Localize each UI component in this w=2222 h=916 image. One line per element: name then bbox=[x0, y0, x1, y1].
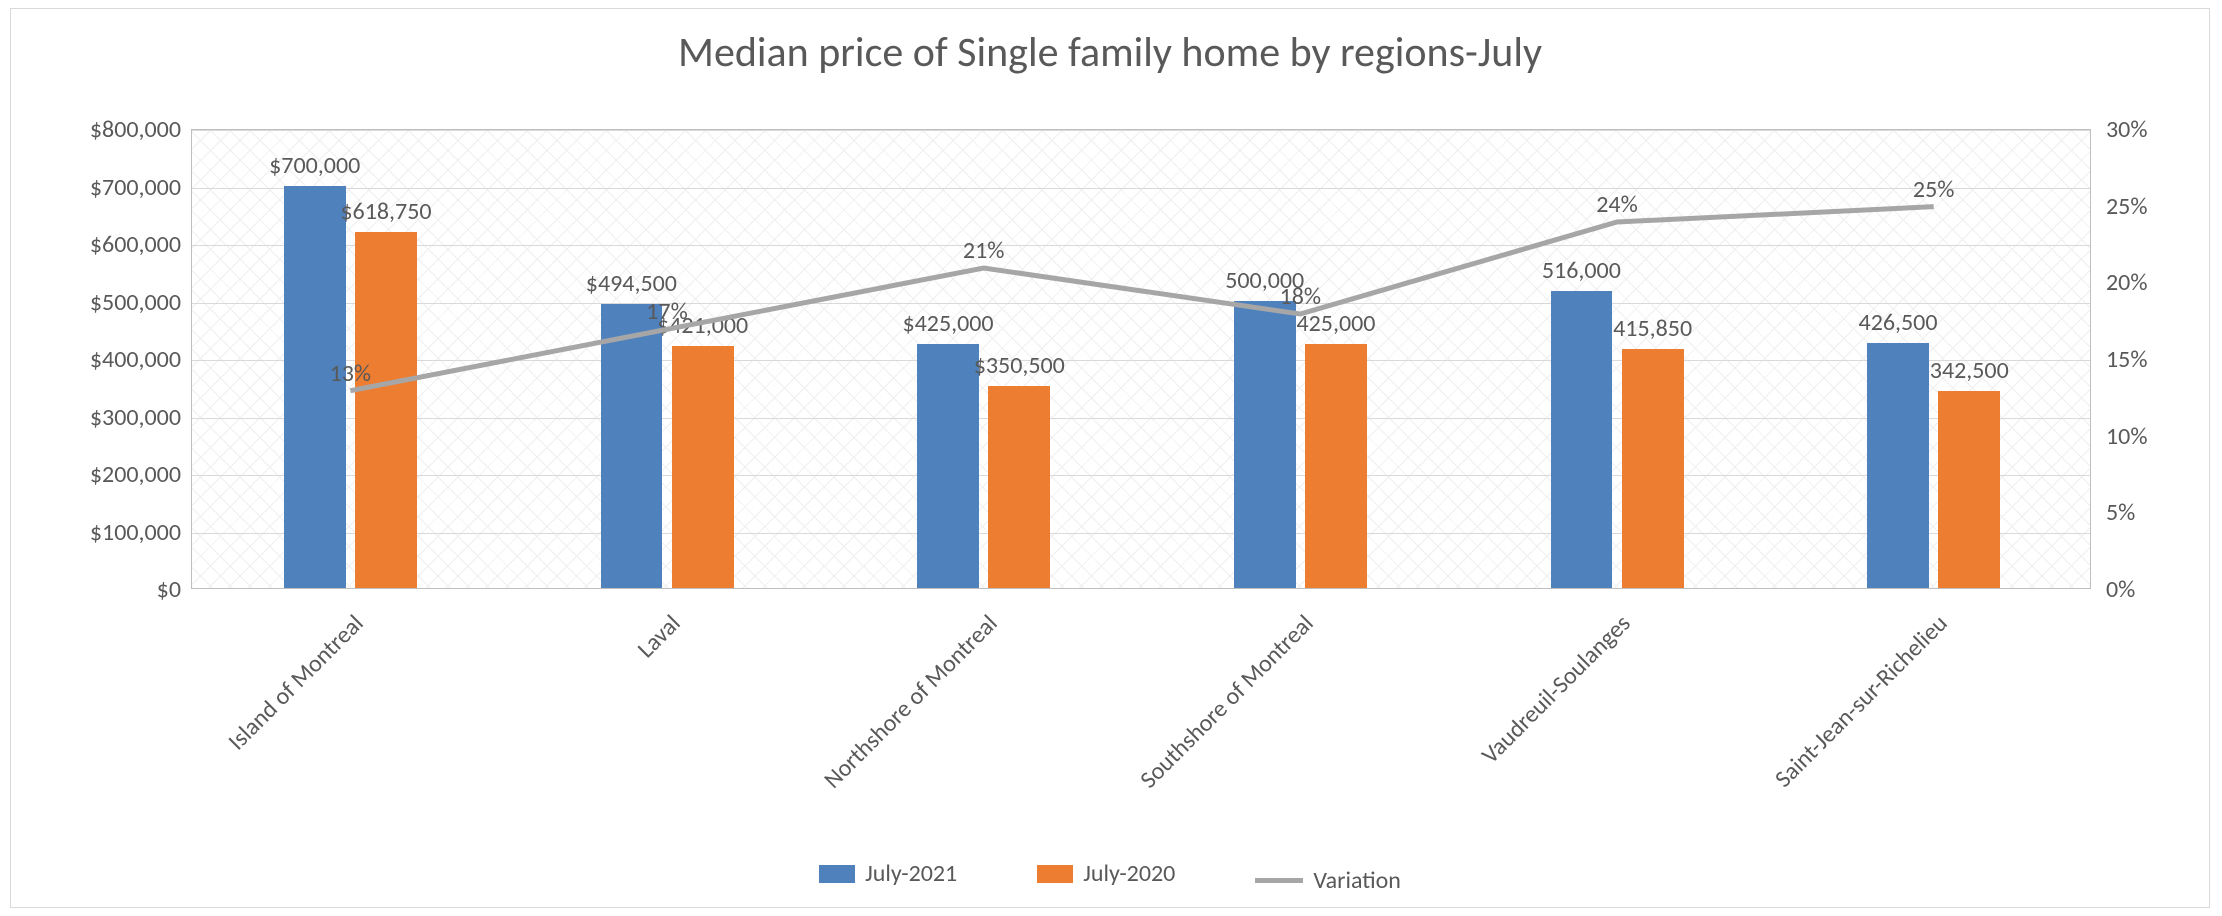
y-right-tick: 15% bbox=[2106, 345, 2147, 374]
variation-label: 25% bbox=[1913, 175, 1954, 204]
y-right-tick: 5% bbox=[2106, 498, 2135, 527]
y-left-tick: $0 bbox=[61, 575, 181, 604]
legend-item: July-2020 bbox=[1037, 859, 1175, 888]
variation-label: 18% bbox=[1280, 282, 1321, 311]
y-left-tick: $800,000 bbox=[61, 115, 181, 144]
variation-label: 24% bbox=[1596, 190, 1637, 219]
y-left-tick: $400,000 bbox=[61, 345, 181, 374]
legend-item: Variation bbox=[1255, 866, 1401, 895]
legend: July-2021 July-2020 Variation bbox=[11, 859, 2209, 895]
y-right-tick: 0% bbox=[2106, 575, 2135, 604]
y-left-tick: $600,000 bbox=[61, 230, 181, 259]
x-category-label: Northshore of Montreal bbox=[785, 609, 1003, 827]
y-left-tick: $500,000 bbox=[61, 288, 181, 317]
legend-label: July-2020 bbox=[1083, 859, 1175, 888]
legend-swatch-line bbox=[1255, 878, 1303, 883]
y-right-tick: 20% bbox=[2106, 268, 2147, 297]
variation-line bbox=[192, 130, 2092, 590]
legend-label: Variation bbox=[1313, 866, 1401, 895]
x-category-label: Southshore of Montreal bbox=[1101, 609, 1319, 827]
y-left-tick: $700,000 bbox=[61, 173, 181, 202]
chart-frame: Median price of Single family home by re… bbox=[10, 8, 2210, 908]
x-category-label: Vaudreuil-Soulanges bbox=[1418, 609, 1636, 827]
variation-label: 21% bbox=[963, 236, 1004, 265]
x-category-label: Saint-Jean-sur-Richelieu bbox=[1735, 609, 1953, 827]
y-left-tick: $100,000 bbox=[61, 518, 181, 547]
y-right-tick: 25% bbox=[2106, 192, 2147, 221]
x-category-label: Laval bbox=[468, 609, 686, 827]
y-left-tick: $300,000 bbox=[61, 403, 181, 432]
x-category-label: Island of Montreal bbox=[151, 609, 369, 827]
y-left-tick: $200,000 bbox=[61, 460, 181, 489]
legend-swatch-rect bbox=[1037, 865, 1073, 883]
chart-title: Median price of Single family home by re… bbox=[11, 27, 2209, 78]
legend-item: July-2021 bbox=[819, 859, 957, 888]
y-right-tick: 10% bbox=[2106, 422, 2147, 451]
legend-swatch-rect bbox=[819, 865, 855, 883]
variation-label: 17% bbox=[646, 297, 687, 326]
legend-label: July-2021 bbox=[865, 859, 957, 888]
plot-area: $700,000$618,750$494,500$421,000$425,000… bbox=[191, 129, 2091, 589]
variation-label: 13% bbox=[330, 359, 371, 388]
y-right-tick: 30% bbox=[2106, 115, 2147, 144]
